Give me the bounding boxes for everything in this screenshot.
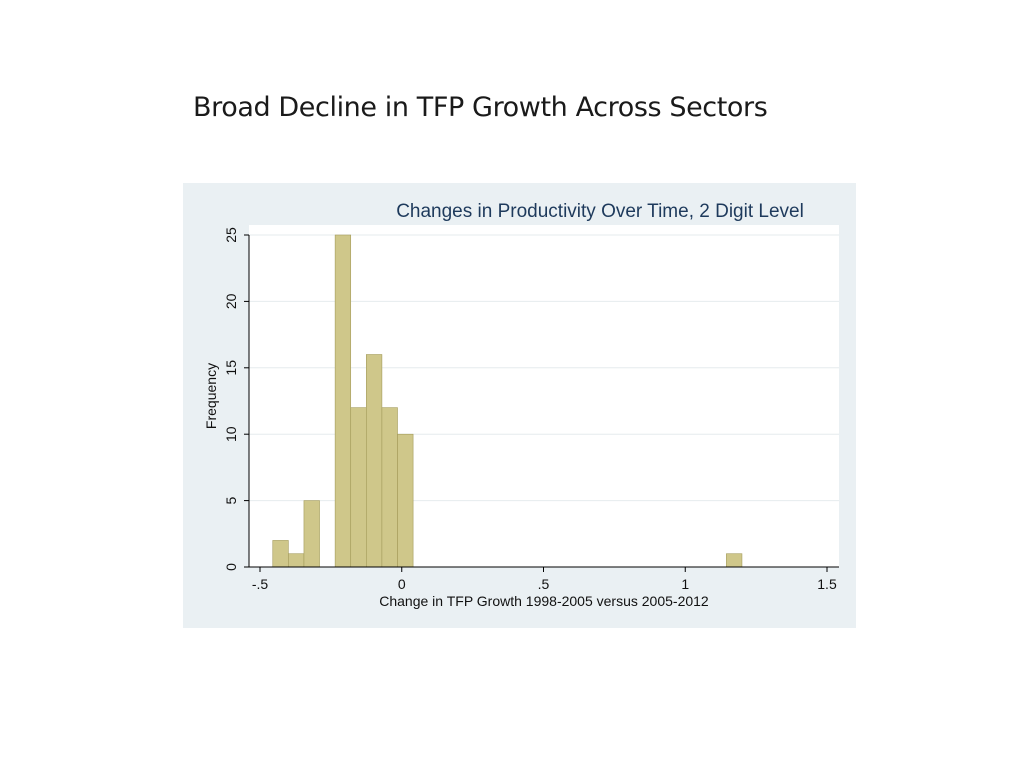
chart-frame: Changes in Productivity Over Time, 2 Dig…	[183, 183, 856, 628]
x-axis-title: Change in TFP Growth 1998-2005 versus 20…	[379, 593, 709, 609]
x-tick-label: 1.5	[817, 576, 837, 592]
slide-title: Broad Decline in TFP Growth Across Secto…	[193, 92, 768, 123]
histogram-chart: Changes in Productivity Over Time, 2 Dig…	[203, 201, 839, 609]
x-tick-label: -.5	[252, 576, 269, 592]
histogram-bar	[381, 407, 398, 568]
histogram-bar	[288, 553, 305, 568]
histogram-bar	[272, 540, 289, 568]
x-tick-label: .5	[538, 576, 550, 592]
histogram-bar	[334, 234, 352, 568]
x-tick-label: 0	[398, 576, 406, 592]
histogram-bar	[726, 553, 743, 568]
y-tick-label: 0	[223, 563, 239, 571]
histogram-bar	[303, 500, 320, 568]
histogram-bar	[350, 407, 367, 568]
y-tick-label: 15	[223, 360, 239, 376]
x-tick-label: 1	[681, 576, 689, 592]
axes: 0 5 10 15 20 25 -.5 0 .5 1 1.5	[223, 227, 839, 592]
y-tick-label: 20	[223, 293, 239, 309]
y-tick-label: 10	[223, 426, 239, 442]
histogram-bar	[366, 354, 383, 568]
y-axis-title: Frequency	[203, 363, 219, 429]
histogram-bar	[397, 433, 414, 568]
chart-title: Changes in Productivity Over Time, 2 Dig…	[396, 201, 804, 222]
y-tick-label: 25	[223, 227, 239, 243]
y-tick-label: 5	[223, 496, 239, 504]
